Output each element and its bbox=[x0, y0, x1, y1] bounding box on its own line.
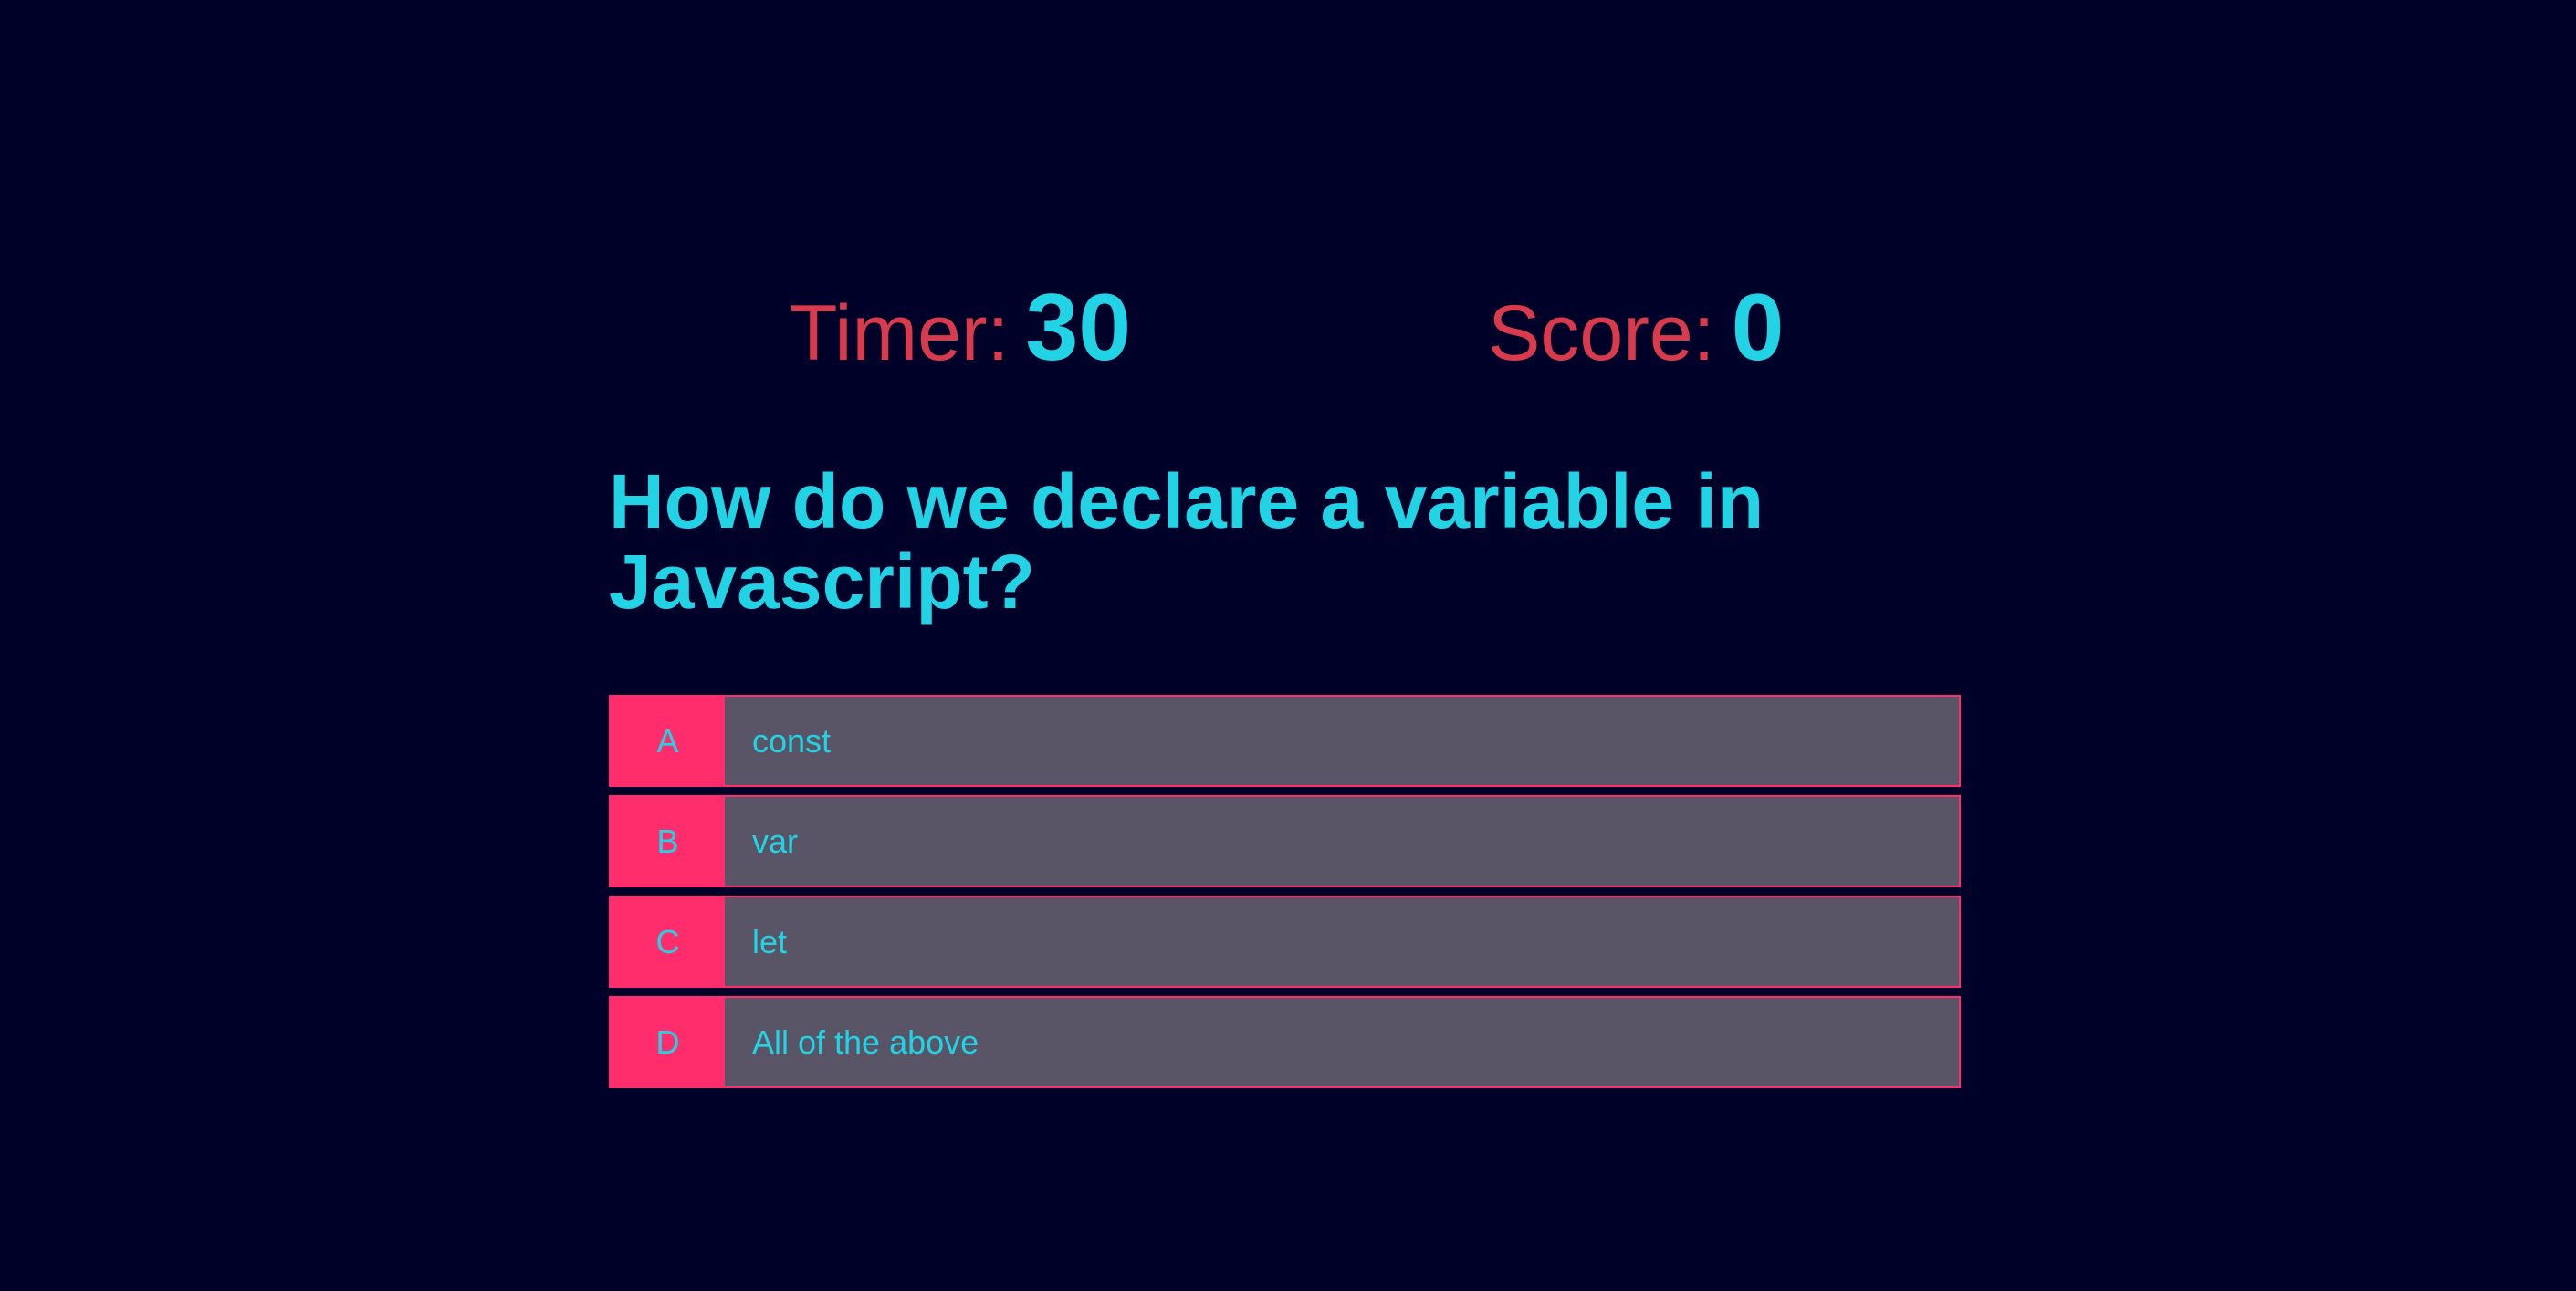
score-display: Score: 0 bbox=[1488, 274, 1784, 393]
choice-prefix: A bbox=[611, 697, 725, 785]
timer-display: Timer: 30 bbox=[790, 274, 1131, 393]
choice-list: A const B var C let D All of the above bbox=[609, 695, 1961, 1097]
choice-text: All of the above bbox=[752, 1023, 979, 1061]
choice-a[interactable]: A const bbox=[609, 695, 1961, 787]
score-value: 0 bbox=[1731, 275, 1785, 381]
timer-label: Timer: bbox=[790, 289, 1010, 377]
choice-b[interactable]: B var bbox=[609, 795, 1961, 887]
score-label: Score: bbox=[1488, 289, 1715, 377]
choice-text: const bbox=[752, 721, 832, 760]
choice-c[interactable]: C let bbox=[609, 896, 1961, 988]
choice-text: let bbox=[752, 922, 788, 960]
question-text: How do we declare a variable in Javascri… bbox=[609, 458, 1764, 625]
choice-prefix: D bbox=[611, 998, 725, 1086]
choice-prefix: C bbox=[611, 897, 725, 986]
choice-prefix: B bbox=[611, 797, 725, 886]
choice-text: var bbox=[752, 822, 799, 860]
timer-value: 30 bbox=[1025, 275, 1132, 381]
choice-d[interactable]: D All of the above bbox=[609, 996, 1961, 1088]
